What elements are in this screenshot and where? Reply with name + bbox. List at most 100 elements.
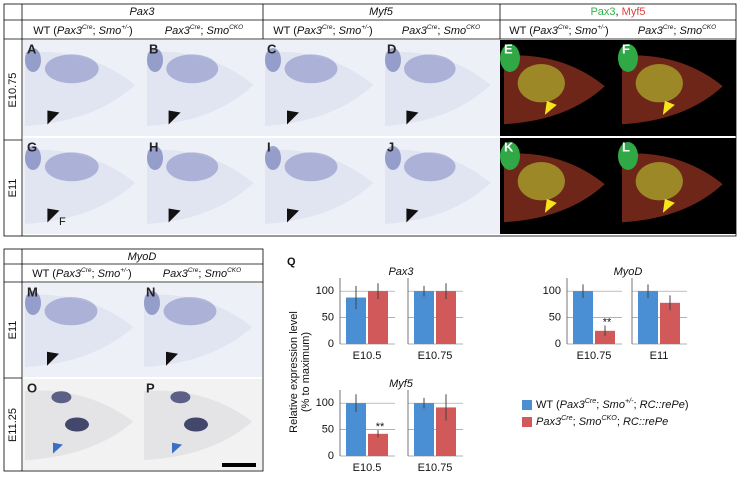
bar: [368, 433, 388, 456]
row-label: E10.75: [7, 73, 19, 108]
y-tick-label: 50: [322, 424, 334, 436]
stain: [184, 417, 208, 432]
frame: [3, 248, 264, 472]
label-part: ;: [437, 25, 443, 37]
label-part: Smo: [99, 25, 122, 37]
stain: [404, 54, 456, 84]
arrowhead: [47, 110, 60, 125]
label-part: ): [369, 25, 373, 37]
stain: [163, 297, 217, 326]
bottom-table: [3, 248, 264, 472]
arrowhead: [406, 208, 419, 223]
label-part: Smo: [575, 25, 598, 37]
stain: [25, 146, 41, 170]
image-panel: H: [145, 138, 263, 234]
label-part: ): [685, 399, 689, 411]
label-part: WT (: [536, 399, 560, 411]
stain: [385, 146, 401, 170]
bar: [436, 291, 456, 344]
panel-letter: N: [146, 284, 155, 299]
arrowhead: [47, 208, 60, 223]
panel-letter: Q: [287, 256, 296, 268]
label-part: ;: [332, 25, 338, 37]
bar: [346, 403, 366, 456]
label-part: Pax3: [638, 25, 664, 37]
arrowhead: [172, 442, 182, 454]
header-part: ,: [616, 6, 622, 18]
y-tick-label: 100: [316, 285, 334, 297]
image-panel: L: [618, 138, 736, 234]
y-tick-label: 0: [555, 338, 561, 350]
label-part: Smo: [204, 268, 227, 280]
label-part: Pax3: [56, 268, 82, 280]
embryo-outline: [265, 51, 374, 126]
panel-letter: K: [504, 139, 514, 154]
annotation: **: [376, 421, 385, 433]
stain: [166, 54, 219, 84]
label-part: RC::rePe: [640, 399, 685, 411]
label-part: Smo: [98, 268, 121, 280]
y-tick-label: 50: [322, 312, 334, 324]
arrowhead: [544, 198, 557, 213]
stain: [635, 63, 683, 103]
stain: [265, 48, 281, 72]
category-label: E10.75: [418, 350, 453, 362]
arrowhead: [662, 198, 675, 213]
panel-letter: L: [622, 139, 630, 154]
label-part: WT (: [33, 25, 57, 37]
image-panel: F: [618, 40, 736, 136]
bar: [346, 297, 366, 344]
label-part: ;: [634, 399, 640, 411]
group-header: Myf5: [369, 6, 394, 18]
label-part: Pax3: [533, 25, 559, 37]
arrowhead: [662, 100, 675, 115]
header-part: Myf5: [622, 6, 646, 18]
embryo-outline: [25, 149, 136, 224]
panel-letter: I: [267, 139, 271, 154]
panel-letter: G: [27, 139, 37, 154]
label-part: Cre: [188, 267, 199, 274]
row-label: E11: [7, 179, 19, 198]
label-part: Pax3: [165, 25, 191, 37]
genotype-label: WT (Pax3Cre; Smo+/-; RC::rePe): [536, 397, 689, 411]
panel-letter: H: [149, 139, 158, 154]
label-part: ;: [673, 25, 679, 37]
label-part: Cre: [82, 24, 93, 31]
label-part: Cre: [561, 414, 573, 422]
embryo-outline: [385, 51, 491, 126]
image-panel: I: [263, 138, 383, 234]
label-part: ;: [200, 25, 206, 37]
label-part: ;: [92, 25, 98, 37]
scale-bar: [222, 463, 256, 467]
stain: [144, 291, 160, 315]
image-panel: B: [145, 40, 263, 136]
image-panel: A: [23, 40, 145, 136]
legend-swatch: [522, 400, 532, 410]
genotype-label: Pax3Cre; SmoCKO: [402, 24, 480, 37]
group-header: Pax3, Myf5: [590, 6, 645, 18]
label-part: Pax3: [536, 416, 562, 428]
label-part: ;: [573, 416, 579, 428]
y-axis-label-line: (% to maximum): [300, 332, 312, 412]
label-part: Cre: [427, 24, 438, 31]
label-part: Smo: [579, 416, 602, 428]
chart-title: Pax3: [388, 266, 414, 278]
stain: [51, 391, 72, 404]
image-panel: P: [142, 379, 262, 470]
arrowhead: [544, 100, 557, 115]
label-part: +/-: [121, 24, 130, 31]
label-part: Cre: [663, 24, 674, 31]
bar: [414, 291, 434, 344]
y-axis-label: Relative expression level(% to maximum): [288, 311, 312, 433]
arrowhead: [287, 208, 299, 223]
panel-letter: M: [27, 284, 38, 299]
annotation: **: [603, 316, 612, 328]
label-part: +/-: [120, 267, 129, 274]
label-part: +/-: [625, 397, 634, 405]
arrowhead: [166, 351, 178, 366]
label-part: Cre: [322, 24, 333, 31]
row-label: E11: [7, 321, 19, 340]
legend-swatch: [522, 417, 532, 427]
panel-letter: D: [387, 41, 396, 56]
label-part: ;: [568, 25, 574, 37]
